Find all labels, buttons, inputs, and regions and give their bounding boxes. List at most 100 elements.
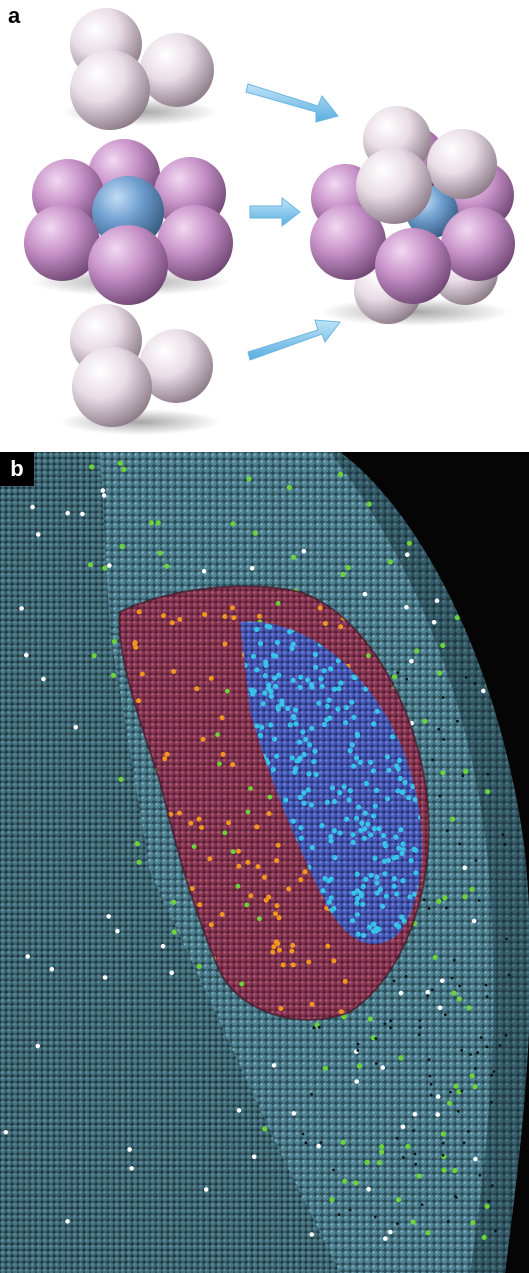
- cyan-solute-atom: [372, 803, 378, 809]
- orange-solute-atom: [199, 825, 205, 830]
- dark-solute-atom: [374, 1037, 378, 1040]
- orange-solute-atom: [263, 897, 269, 903]
- green-solute-atom: [215, 732, 221, 738]
- green-solute-atom: [484, 518, 491, 524]
- cyan-solute-atom: [413, 870, 419, 876]
- dark-solute-atom: [458, 984, 461, 988]
- green-solute-atom: [267, 794, 273, 800]
- green-solute-atom: [230, 849, 236, 855]
- green-solute-atom: [222, 830, 228, 836]
- cyan-solute-atom: [276, 672, 282, 678]
- cyan-solute-atom: [406, 795, 412, 801]
- orange-solute-atom: [245, 859, 251, 865]
- green-solute-atom: [440, 642, 446, 648]
- dark-solute-atom: [356, 1042, 360, 1046]
- cyan-solute-atom: [328, 876, 334, 882]
- dark-solute-atom: [402, 1156, 405, 1159]
- dark-solute-atom: [452, 958, 456, 962]
- atom-probe-reconstruction: [0, 452, 529, 1273]
- orange-solute-atom: [132, 640, 138, 646]
- dark-solute-atom: [441, 696, 445, 699]
- cyan-solute-atom: [391, 876, 397, 882]
- dark-solute-atom: [484, 983, 488, 987]
- green-solute-atom: [217, 761, 222, 767]
- panel-a: a: [0, 0, 529, 448]
- cyan-solute-atom: [298, 674, 304, 680]
- cyan-solute-atom: [326, 899, 332, 905]
- cyan-solute-atom: [290, 713, 296, 719]
- cyan-solute-atom: [394, 763, 400, 769]
- green-solute-atom: [377, 1160, 383, 1166]
- white-solute-atom: [425, 989, 431, 995]
- white-solute-atom: [412, 1112, 418, 1117]
- cyan-solute-atom: [381, 858, 387, 864]
- cyan-solute-atom: [257, 732, 264, 739]
- orange-solute-atom: [309, 1001, 315, 1007]
- green-solute-atom: [224, 688, 230, 694]
- cyan-solute-atom: [394, 891, 400, 897]
- orange-solute-atom: [197, 902, 203, 908]
- middle-pink-hexagon-layer: [24, 139, 233, 305]
- cyan-solute-atom: [305, 677, 311, 683]
- cyan-solute-atom: [290, 818, 296, 824]
- dark-solute-atom: [479, 1036, 483, 1039]
- white-solute-atom: [25, 954, 31, 959]
- white-solute-atom: [203, 1187, 209, 1192]
- cyan-solute-atom: [343, 720, 349, 726]
- cyan-solute-atom: [361, 835, 367, 841]
- cyan-solute-atom: [383, 843, 389, 849]
- orange-solute-atom: [331, 958, 337, 964]
- orange-solute-atom: [194, 686, 200, 692]
- bottom-white-trimer: [60, 304, 220, 435]
- dark-solute-atom: [507, 973, 511, 977]
- cyan-solute-atom: [341, 784, 347, 790]
- orange-solute-atom: [290, 962, 296, 968]
- cyan-solute-atom: [338, 680, 344, 686]
- orange-solute-atom: [317, 605, 323, 611]
- cyan-solute-atom: [360, 901, 366, 907]
- green-solute-atom: [245, 809, 251, 815]
- cyan-solute-atom: [402, 779, 408, 786]
- green-solute-atom: [342, 1178, 348, 1184]
- white-solute-atom: [30, 504, 35, 510]
- white-solute-atom: [271, 1063, 277, 1068]
- orange-solute-atom: [338, 1009, 344, 1015]
- cyan-solute-atom: [349, 742, 355, 748]
- cyan-solute-atom: [394, 854, 400, 860]
- green-solute-atom: [391, 674, 398, 680]
- cyan-solute-atom: [351, 763, 357, 769]
- orange-solute-atom: [286, 886, 292, 892]
- dark-solute-atom: [490, 1100, 493, 1104]
- orange-solute-atom: [207, 856, 213, 862]
- arrow-top: [245, 83, 339, 123]
- white-solute-atom: [102, 975, 108, 980]
- cyan-solute-atom: [289, 645, 295, 652]
- cyan-solute-atom: [251, 653, 257, 659]
- dark-solute-atom: [438, 794, 442, 798]
- green-solute-atom: [454, 615, 460, 621]
- green-solute-atom: [171, 899, 177, 905]
- white-solute-atom: [49, 966, 55, 972]
- green-solute-atom: [485, 631, 492, 637]
- dark-solute-atom: [427, 907, 431, 910]
- cyan-solute-atom: [301, 800, 307, 806]
- dark-solute-atom: [310, 1092, 313, 1096]
- orange-solute-atom: [273, 939, 279, 945]
- cyan-solute-atom: [401, 918, 407, 924]
- cyan-solute-atom: [328, 895, 334, 901]
- cyan-solute-atom: [371, 721, 377, 727]
- cyan-solute-atom: [273, 683, 279, 690]
- cyan-solute-atom: [290, 677, 296, 683]
- white-solute-atom: [471, 918, 477, 924]
- orange-solute-atom: [230, 605, 235, 611]
- cyan-solute-atom: [275, 706, 281, 712]
- orange-solute-atom: [302, 869, 308, 875]
- green-solute-atom: [436, 670, 443, 676]
- white-solute-atom: [354, 1079, 360, 1084]
- cyan-solute-atom: [358, 890, 364, 896]
- dark-solute-atom: [389, 1026, 393, 1030]
- cyan-solute-atom: [374, 880, 380, 886]
- cyan-solute-atom: [354, 895, 361, 902]
- white-solute-atom: [405, 552, 410, 557]
- white-solute-atom: [65, 510, 70, 516]
